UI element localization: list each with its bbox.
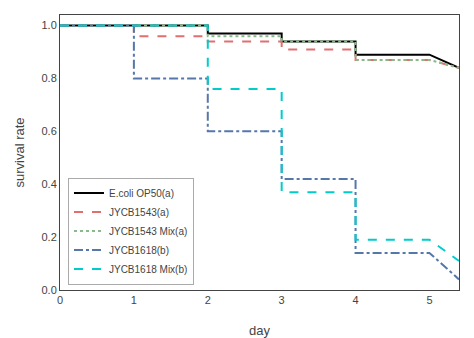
svg-text:0.4: 0.4 [42,178,57,190]
svg-text:1.0: 1.0 [42,19,57,31]
svg-text:1: 1 [131,294,137,306]
svg-text:JYCB1618 Mix(b): JYCB1618 Mix(b) [109,264,187,275]
svg-text:JYCB1543(a): JYCB1543(a) [109,207,169,218]
svg-text:survival rate: survival rate [12,117,27,187]
svg-text:JYCB1543 Mix(a): JYCB1543 Mix(a) [109,226,187,237]
svg-text:4: 4 [352,294,358,306]
svg-text:0.8: 0.8 [42,72,57,84]
svg-text:0: 0 [57,294,63,306]
svg-text:0.0: 0.0 [42,284,57,296]
svg-text:2: 2 [205,294,211,306]
svg-text:JYCB1618(b): JYCB1618(b) [109,245,169,256]
svg-text:0.2: 0.2 [42,231,57,243]
svg-text:3: 3 [279,294,285,306]
svg-text:0.6: 0.6 [42,125,57,137]
svg-text:E.coli OP50(a): E.coli OP50(a) [109,188,174,199]
svg-text:5: 5 [426,294,432,306]
svg-text:day: day [249,323,270,338]
